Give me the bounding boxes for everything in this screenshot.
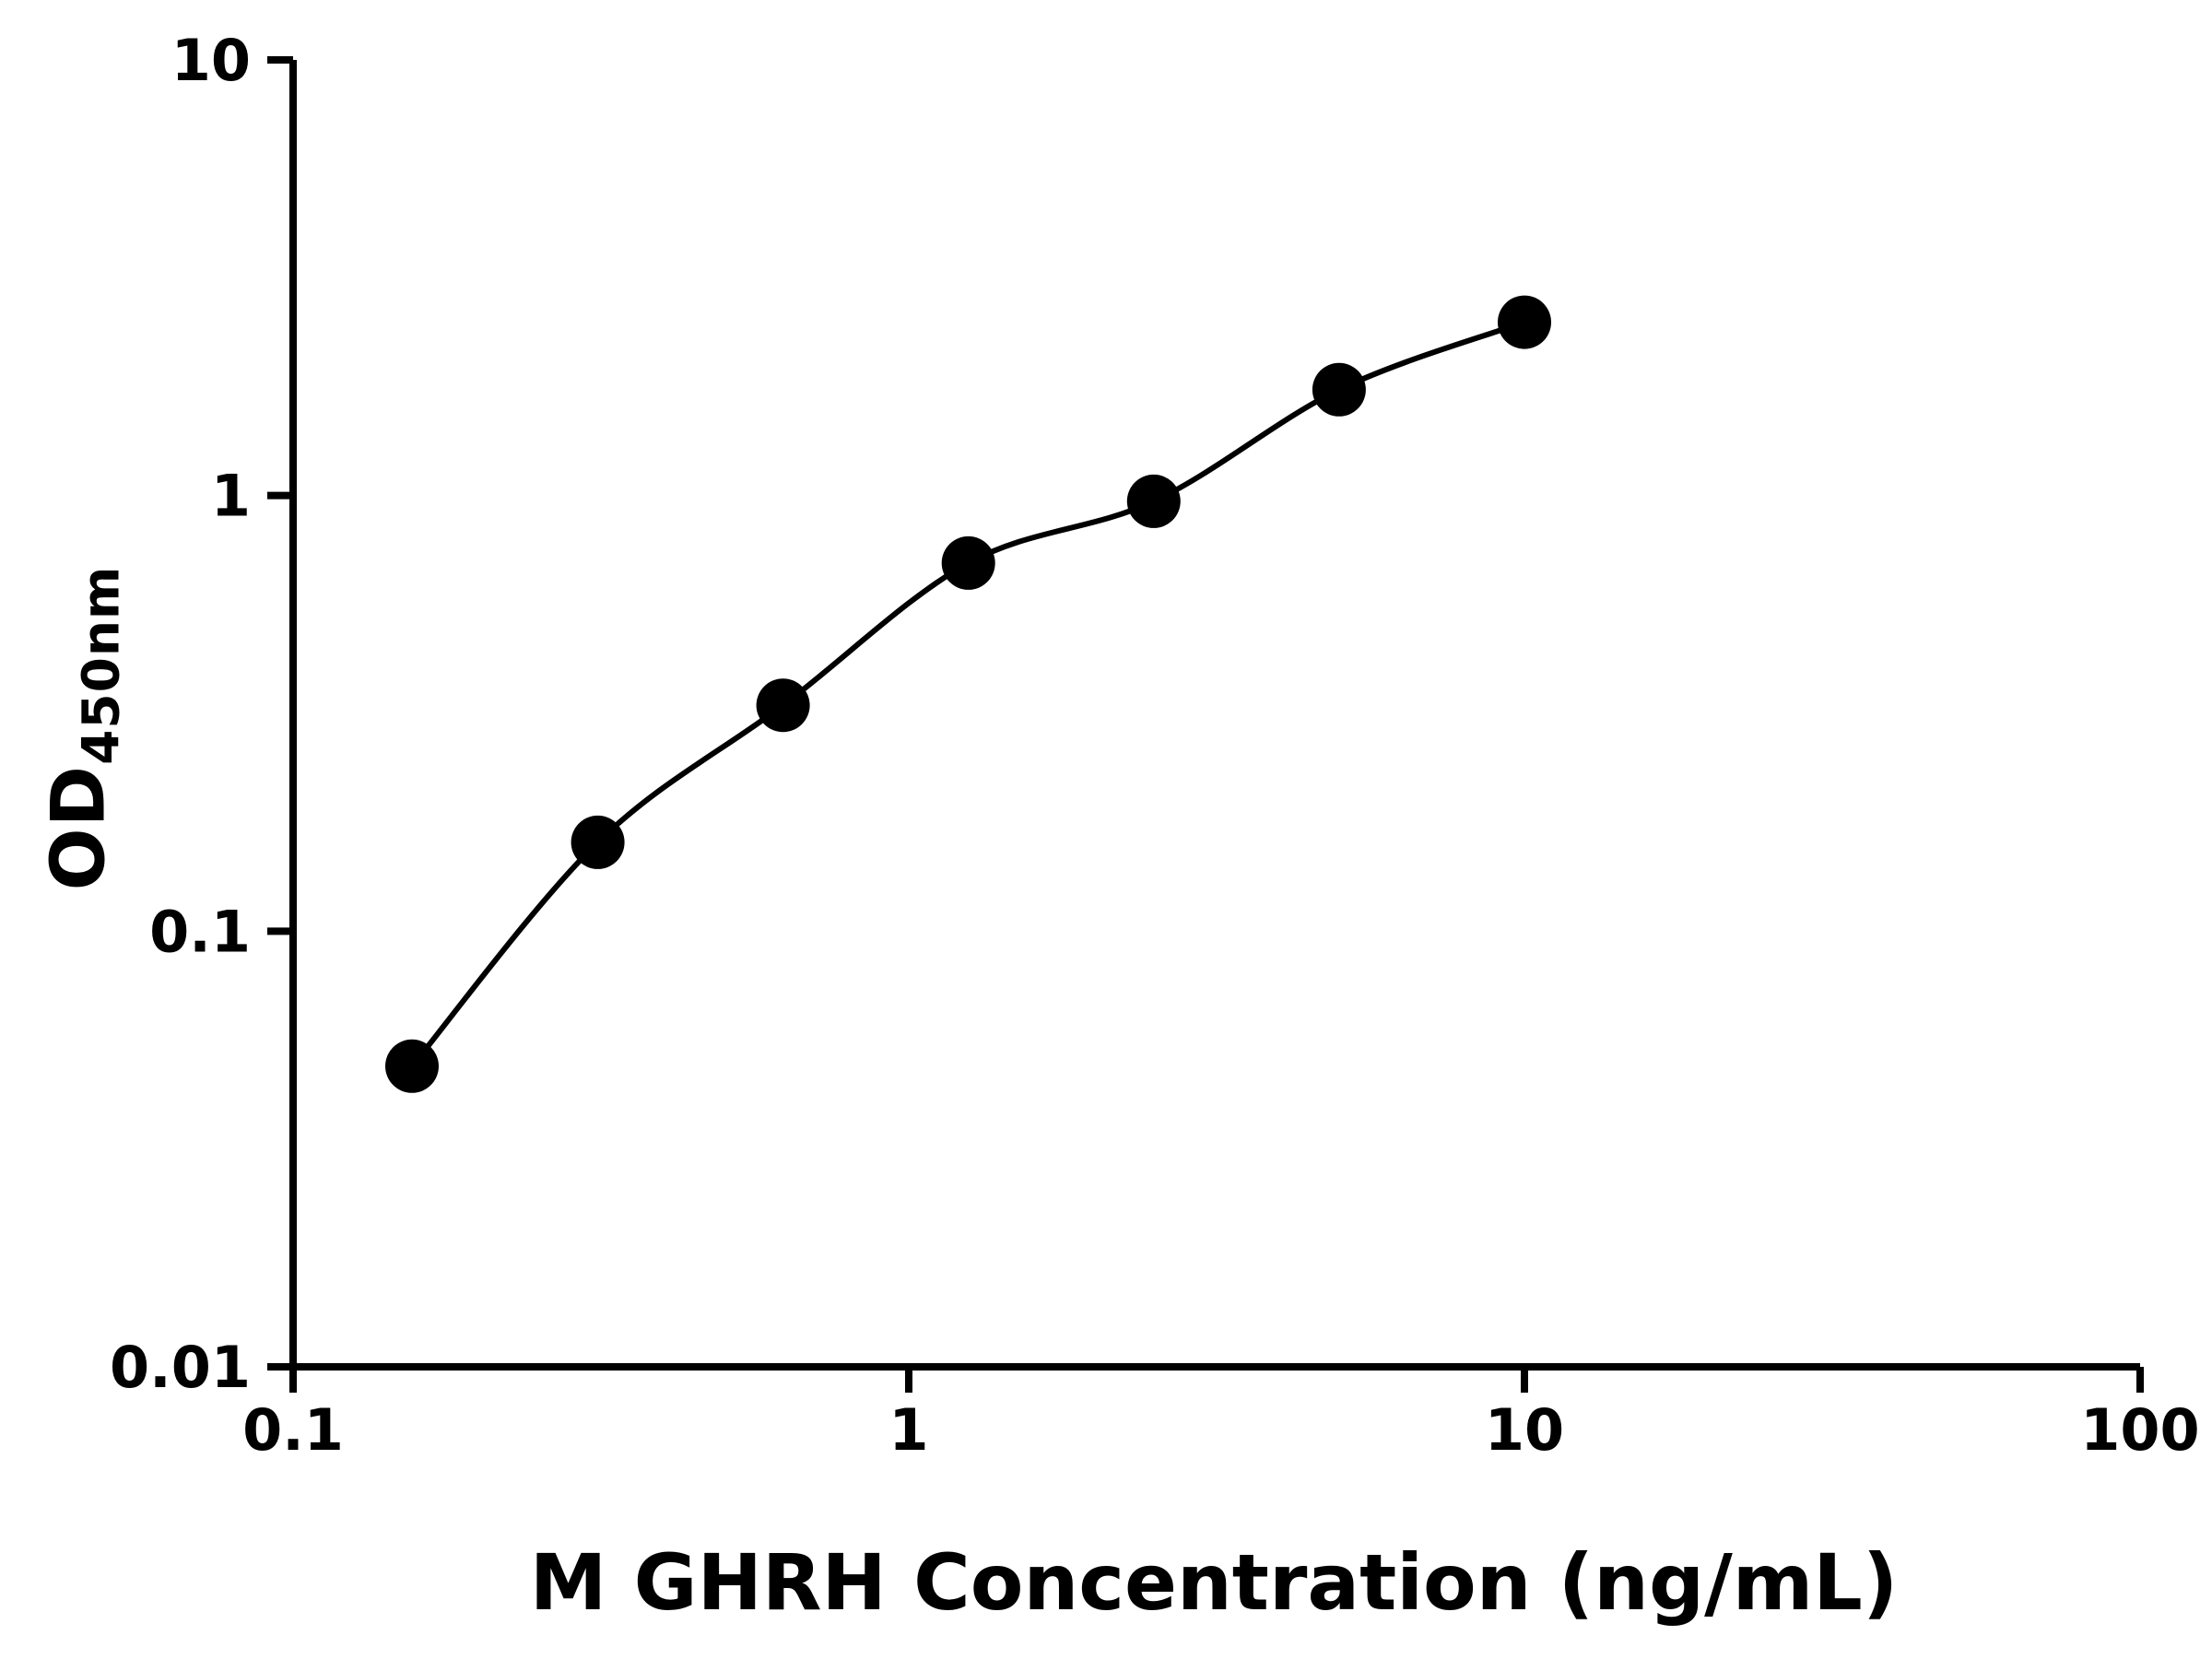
data-point-2 [756, 678, 810, 733]
fit-curve [409, 319, 1526, 1068]
data-point-1 [571, 815, 625, 869]
x-tick-label: 10 [1485, 1396, 1564, 1464]
x-axis-title: M GHRH Concentration (ng/mL) [529, 1537, 1899, 1628]
y-tick-label: 0.01 [110, 1334, 251, 1401]
x-tick-label: 1 [888, 1396, 928, 1464]
y-axis-title: OD450nm [35, 566, 131, 891]
x-tick-label: 100 [2080, 1396, 2199, 1464]
data-point-5 [1312, 362, 1366, 417]
axes [289, 60, 2140, 1371]
y-tick-label: 10 [171, 27, 251, 94]
data-point-3 [941, 535, 995, 590]
y-axis-title-subscript: 450nm [71, 565, 131, 765]
y-axis-title-main: OD [35, 764, 122, 891]
y-tick-label: 1 [211, 463, 251, 530]
x-tick-label: 0.1 [242, 1396, 344, 1464]
data-point-0 [385, 1039, 439, 1093]
data-point-6 [1498, 295, 1551, 349]
y-tick-label: 0.1 [149, 898, 251, 965]
data-point-4 [1126, 474, 1181, 528]
